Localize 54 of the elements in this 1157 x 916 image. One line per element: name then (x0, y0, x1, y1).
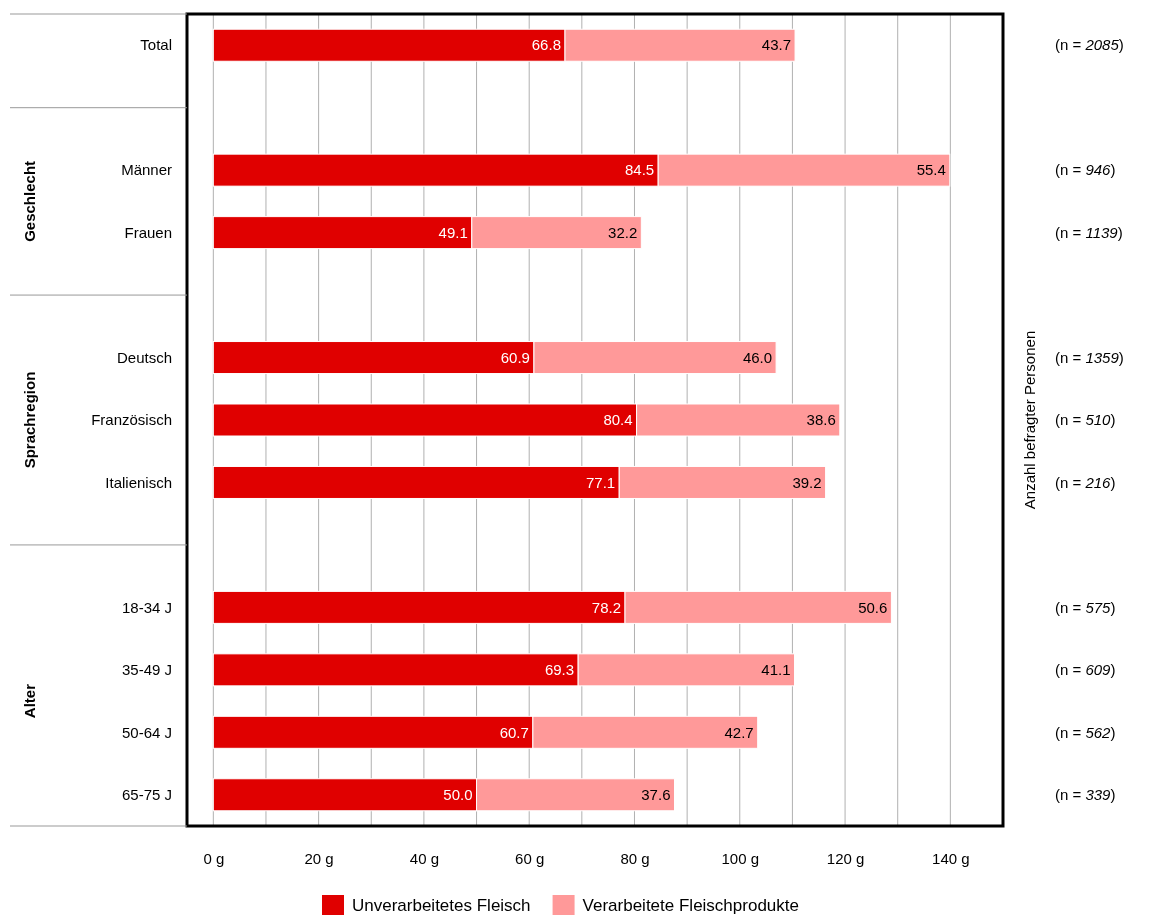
legend-label: Verarbeitete Fleischprodukte (582, 895, 799, 915)
data-label: 43.7 (761, 36, 792, 54)
data-label: 39.2 (792, 473, 822, 491)
data-label: 66.8 (531, 36, 561, 54)
data-label: 38.6 (806, 411, 836, 429)
y2-tick-label: (n = 339) (1055, 786, 1116, 804)
data-label: 42.7 (724, 723, 754, 741)
x-tick-label: 40 g (409, 850, 439, 868)
text: Alter (21, 683, 39, 719)
x-tick-label: 20 g (304, 850, 334, 868)
data-label: 77.1 (586, 473, 616, 491)
y-tick-label: 50-64 J (121, 723, 172, 741)
y-tick-label: Frauen (124, 223, 172, 241)
x-tick-label: 60 g (515, 850, 545, 868)
x-tick-label: 0 g (203, 850, 225, 868)
x-tick-label: 80 g (620, 850, 650, 868)
data-label: 69.3 (544, 661, 575, 679)
data-label: 41.1 (761, 661, 791, 679)
text: Sprachregion (21, 371, 39, 469)
y-tick-label: 18-34 J (121, 598, 172, 616)
y2-tick-label: (n = 562) (1055, 723, 1116, 741)
x-tick-label: 140 g (932, 850, 970, 868)
x-tick-label: 100 g (721, 850, 760, 868)
y2-tick-label: (n = 2085) (1055, 36, 1124, 54)
data-label: 60.7 (499, 723, 529, 741)
data-label: 37.6 (641, 786, 671, 804)
data-label: 49.1 (438, 223, 468, 241)
y2-tick-label: (n = 1139) (1055, 223, 1123, 241)
y-tick-label: Französisch (91, 411, 172, 429)
data-label: 50.6 (858, 598, 888, 616)
data-label: 84.5 (624, 161, 655, 179)
y2-tick-label: (n = 510) (1055, 411, 1116, 429)
text: Geschlecht (21, 160, 39, 242)
y-tick-label: 35-49 J (121, 661, 172, 679)
data-label: 55.4 (916, 161, 946, 179)
y2-tick-label: (n = 575) (1055, 598, 1116, 616)
y2-tick-label: (n = 609) (1055, 661, 1116, 679)
data-label: 78.2 (591, 598, 622, 616)
y2-tick-label: (n = 1359) (1055, 348, 1124, 366)
data-label: 32.2 (608, 223, 638, 241)
y-tick-label: Italienisch (105, 473, 172, 491)
data-label: 50.0 (443, 786, 473, 804)
y2-tick-label: (n = 946) (1055, 161, 1116, 179)
y2-axis-title: Anzahl befragter Personen (1021, 330, 1039, 510)
y-tick-label: Männer (121, 161, 172, 179)
data-label: 80.4 (603, 411, 633, 429)
y2-tick-label: (n = 216) (1055, 473, 1116, 491)
data-label: 46.0 (742, 348, 773, 366)
y-tick-label: 65-75 J (121, 786, 172, 804)
x-tick-label: 120 g (826, 850, 865, 868)
y-tick-label: Total (140, 36, 172, 54)
data-label: 60.9 (500, 348, 530, 366)
y-tick-label: Deutsch (116, 348, 172, 366)
legend-label: Unverarbeitetes Fleisch (352, 895, 531, 915)
